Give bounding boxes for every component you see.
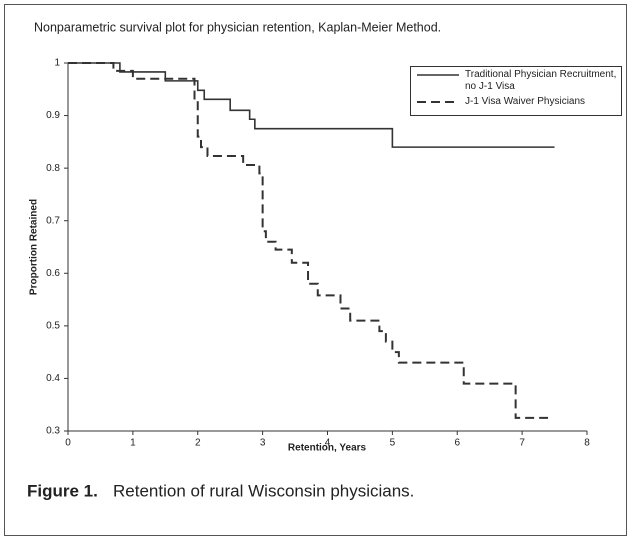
x-tick-label: 1 — [130, 438, 136, 449]
caption: Retention of rural Wisconsin physicians. — [113, 481, 414, 500]
y-tick-label: 0.3 — [46, 426, 60, 437]
survival-line — [68, 62, 549, 419]
x-tick-label: 2 — [195, 438, 201, 449]
y-tick-label: 0.9 — [46, 110, 60, 121]
y-tick-label: 0.6 — [46, 268, 60, 279]
x-tick-label: 0 — [65, 438, 71, 449]
x-tick-label: 4 — [325, 438, 331, 449]
legend-label: Traditional Physician Recruitment, no J-… — [465, 69, 617, 92]
y-tick-label: 0.7 — [46, 215, 60, 226]
y-tick-label: 0.4 — [46, 373, 60, 384]
legend-label: J-1 Visa Waiver Physicians — [465, 96, 586, 107]
y-axis-label: Proportion Retained — [29, 199, 40, 295]
x-tick-label: 5 — [390, 438, 396, 449]
legend: Traditional Physician Recruitment, no J-… — [410, 66, 622, 116]
y-tick-label: 0.8 — [46, 163, 60, 174]
x-tick-label: 8 — [584, 438, 590, 449]
x-axis-label: Retention, Years — [288, 443, 367, 454]
survival-line — [68, 62, 555, 148]
x-tick-label: 7 — [519, 438, 525, 449]
y-tick-label: 1 — [54, 58, 60, 69]
frame — [4, 4, 627, 536]
x-tick-label: 3 — [260, 438, 266, 449]
chart-title: Nonparametric survival plot for physicia… — [34, 20, 441, 34]
legend-swatches — [417, 74, 459, 103]
caption-label: Figure 1. — [27, 481, 98, 500]
y-tick-label: 0.5 — [46, 320, 60, 331]
x-tick-label: 6 — [454, 438, 460, 449]
